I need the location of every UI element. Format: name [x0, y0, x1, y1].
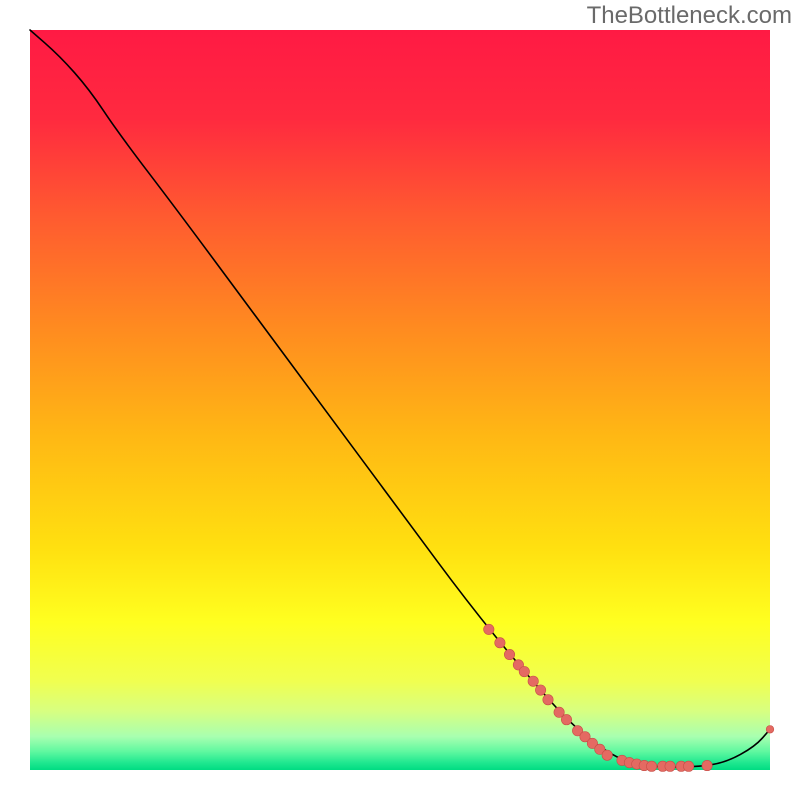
- chart-svg: [0, 0, 800, 800]
- data-marker: [683, 761, 693, 771]
- watermark-text: TheBottleneck.com: [587, 2, 792, 30]
- data-marker: [495, 638, 505, 648]
- data-marker: [528, 676, 538, 686]
- data-marker: [702, 760, 712, 770]
- data-marker: [602, 750, 612, 760]
- data-marker: [535, 685, 545, 695]
- data-marker: [519, 666, 529, 676]
- gradient-background: [30, 30, 770, 770]
- data-marker: [543, 695, 553, 705]
- data-marker: [646, 761, 656, 771]
- data-marker: [561, 714, 571, 724]
- chart-root: TheBottleneck.com: [0, 0, 800, 800]
- data-marker: [484, 624, 494, 634]
- data-marker: [665, 761, 675, 771]
- plot-group: [30, 30, 774, 772]
- data-marker: [504, 649, 514, 659]
- data-marker: [766, 726, 774, 734]
